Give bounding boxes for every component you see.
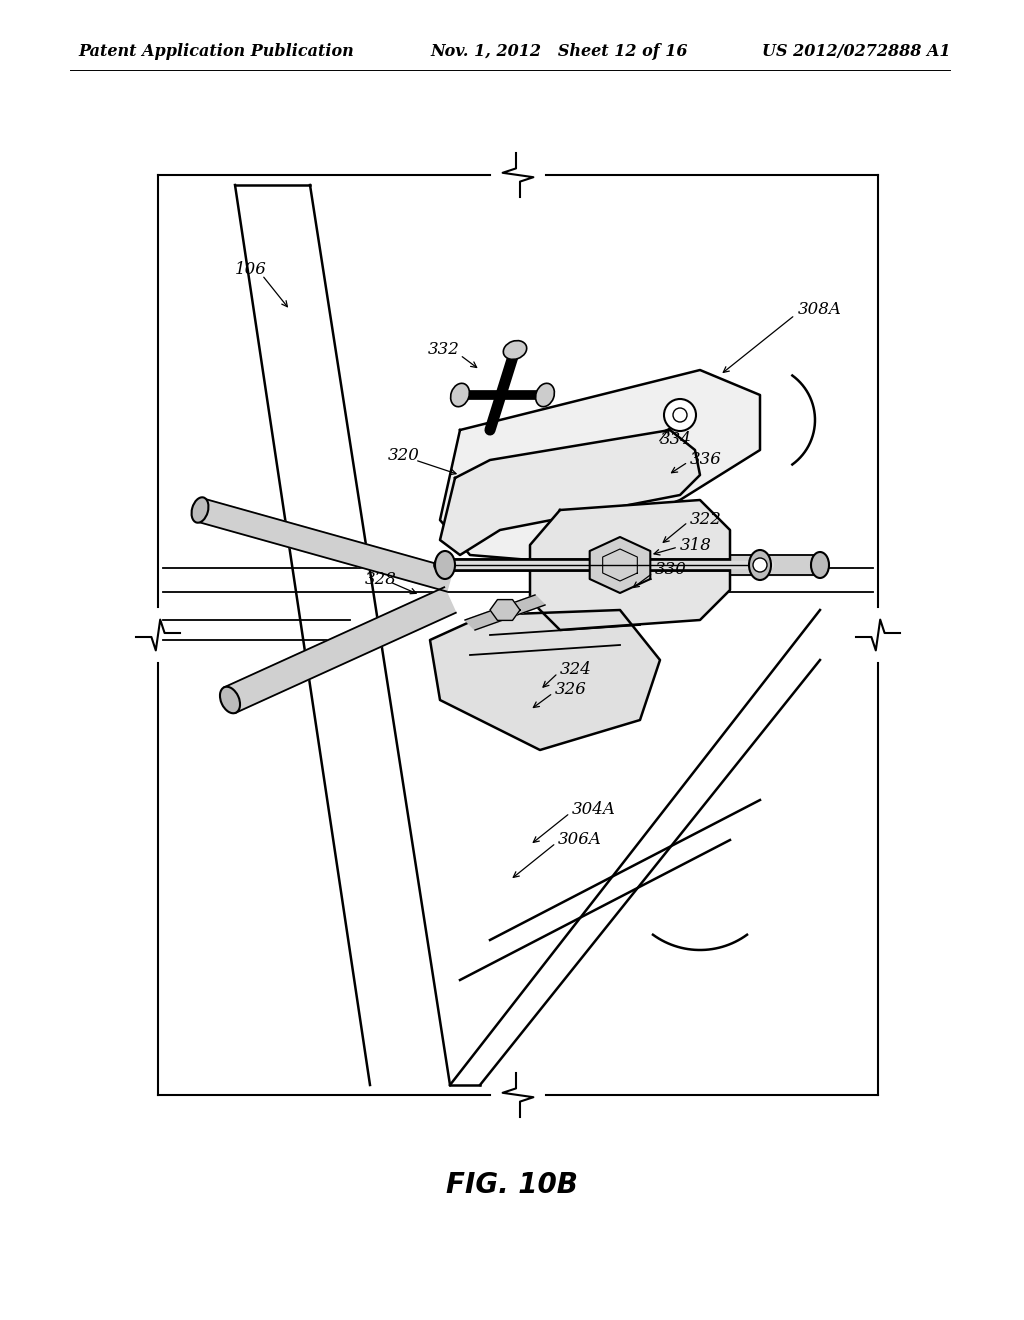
Polygon shape [490,599,520,620]
Polygon shape [440,430,700,554]
Ellipse shape [504,341,526,359]
Polygon shape [465,595,545,630]
Text: 308A: 308A [798,301,842,318]
Polygon shape [197,499,454,591]
Text: FIG. 10B: FIG. 10B [446,1171,578,1199]
Circle shape [753,558,767,572]
Text: 324: 324 [560,661,592,678]
Ellipse shape [451,383,469,407]
Text: 320: 320 [388,446,420,463]
Text: 334: 334 [660,432,692,449]
Ellipse shape [749,550,771,579]
Ellipse shape [191,498,209,523]
Circle shape [664,399,696,432]
Polygon shape [730,554,820,576]
Text: 306A: 306A [558,832,602,849]
Ellipse shape [536,383,554,407]
Polygon shape [530,500,730,630]
Text: US 2012/0272888 A1: US 2012/0272888 A1 [762,44,950,61]
Circle shape [673,408,687,422]
Text: 322: 322 [690,511,722,528]
Polygon shape [224,587,456,713]
Text: 330: 330 [655,561,687,578]
Polygon shape [590,537,650,593]
Text: Nov. 1, 2012   Sheet 12 of 16: Nov. 1, 2012 Sheet 12 of 16 [430,44,687,61]
Text: 106: 106 [234,261,267,279]
Text: 336: 336 [690,451,722,469]
Text: 318: 318 [680,536,712,553]
Text: 328: 328 [365,572,397,589]
Text: 304A: 304A [572,801,615,818]
Polygon shape [430,610,660,750]
Ellipse shape [220,686,240,713]
Ellipse shape [811,552,829,578]
Text: 332: 332 [428,342,460,359]
Text: Patent Application Publication: Patent Application Publication [78,44,353,61]
Polygon shape [440,370,760,560]
Text: 326: 326 [555,681,587,698]
Ellipse shape [435,550,455,579]
